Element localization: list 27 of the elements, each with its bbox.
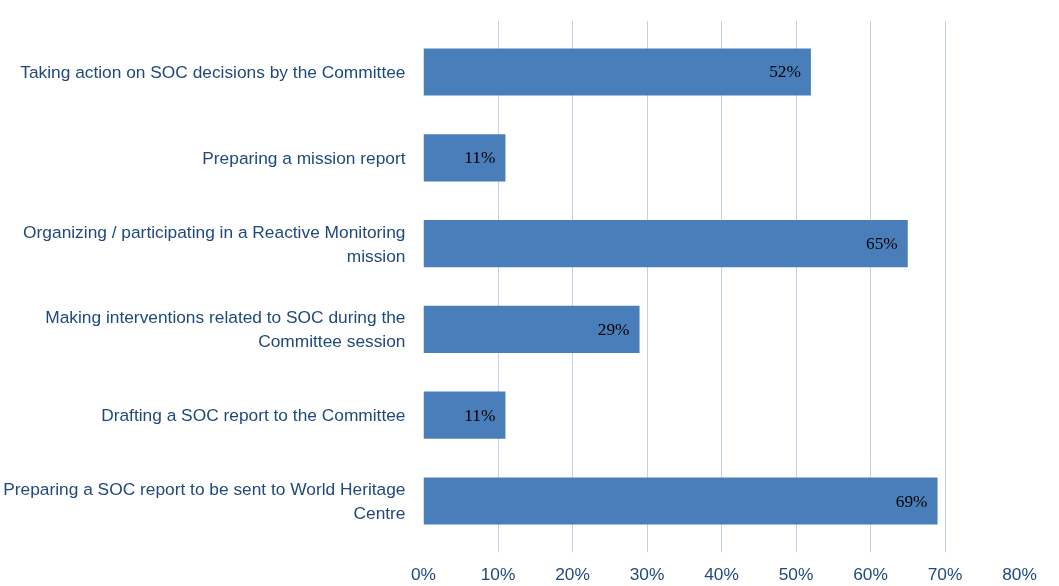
data-label: 11%	[464, 405, 496, 425]
y-tick-label: Preparing a SOC report to be sent to World Heritage Centre	[3, 479, 406, 524]
data-label: 65%	[865, 234, 898, 254]
y-tick-label: Preparing a mission report	[202, 147, 406, 168]
x-tick-label: 70%	[927, 563, 963, 584]
x-tick-label: 80%	[1002, 563, 1037, 584]
x-tick-label: 10%	[480, 563, 516, 584]
bar	[423, 48, 811, 96]
x-tick-label: 50%	[778, 563, 814, 584]
x-tick-label: 30%	[629, 563, 665, 584]
x-tick-label: 40%	[704, 563, 739, 584]
data-label: 11%	[464, 148, 496, 168]
y-tick-label: Drafting a SOC report to the Committee	[101, 405, 406, 426]
data-label: 29%	[597, 319, 630, 339]
data-label: 52%	[769, 62, 801, 82]
y-tick-label: Making interventions related to SOC during the Committee session	[45, 307, 406, 352]
bar	[423, 305, 640, 353]
bar	[423, 134, 506, 182]
x-tick-label: 20%	[555, 563, 590, 584]
bar	[423, 477, 938, 525]
bar	[423, 220, 908, 268]
y-tick-label: Taking action on SOC decisions by the Committee	[20, 61, 406, 82]
data-label: 69%	[895, 491, 928, 511]
x-tick-label: 0%	[410, 563, 437, 584]
x-tick-label: 60%	[853, 563, 888, 584]
y-tick-label: Organizing / participating in a Reactive Monitoring mission	[23, 221, 406, 266]
bar	[423, 391, 506, 439]
